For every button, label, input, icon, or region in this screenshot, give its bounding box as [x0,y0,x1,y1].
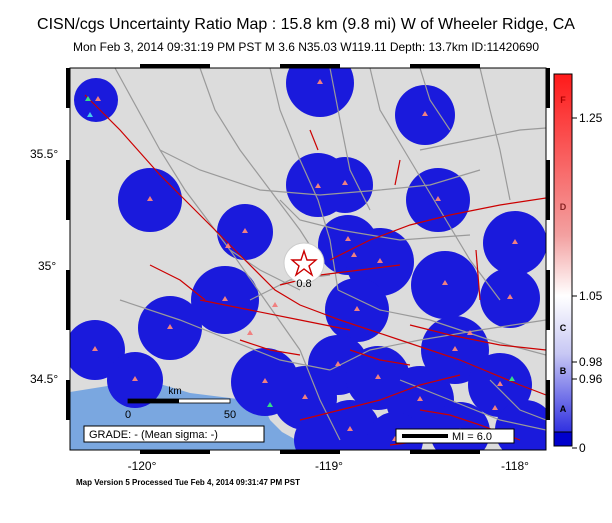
stations-cyan [87,112,93,117]
lat-tick-label: 35.5° [30,147,58,161]
frame-ticks [66,64,550,454]
grade-box: GRADE: - (Mean sigma: -) [83,425,265,443]
epicenter-star-icon [290,248,318,277]
map-version-footer: Map Version 5 Processed Tue Feb 4, 2014 … [76,478,300,487]
mi-legend-label: MI = 6.0 [452,431,492,443]
colorbar-letter: C [560,323,567,333]
lon-tick-label: -119° [315,459,343,473]
scale-end-label: 50 [224,409,236,421]
lon-tick-label: -120° [128,459,157,473]
colorbar-letter: D [560,202,567,212]
scale-unit-label: km [168,386,181,397]
distance-scale: km 0 50 [125,386,236,421]
map-title: CISN/cgs Uncertainty Ratio Map : 15.8 km… [37,16,575,33]
stations-green [85,96,515,407]
lat-tick-label: 34.5° [30,372,58,386]
mi-legend: MI = 6.0 [395,428,515,444]
colorbar-letter: B [560,366,567,376]
scale-start-label: 0 [125,409,131,421]
roads [114,68,546,441]
lon-tick-label: -118° [501,459,529,473]
stations [92,79,518,441]
colorbar-value: 0 [579,441,586,455]
lat-tick-label: 35° [38,259,56,273]
colorbar-letter: A [560,404,567,414]
event-info: Mon Feb 3, 2014 09:31:19 PM PST M 3.6 N3… [72,40,540,54]
colorbar-value: 0.96 [579,372,603,386]
colorbar-value: 1.25 [579,111,603,125]
colorbar-letter: F [560,95,566,105]
map-area: 0.8 km 0 50 GRADE: - (Mean sigma: -) MI … [70,68,546,450]
epicenter-label: 0.8 [296,278,311,290]
fault-lines [84,94,546,446]
colorbar-value: 0.98 [579,355,603,369]
colorbar: F D C B A 1.25 1.05 0.98 0.96 0 [553,73,603,455]
grade-label: GRADE: - (Mean sigma: -) [89,429,218,441]
colorbar-value: 1.05 [579,289,603,303]
epicenter-halo [283,242,325,284]
